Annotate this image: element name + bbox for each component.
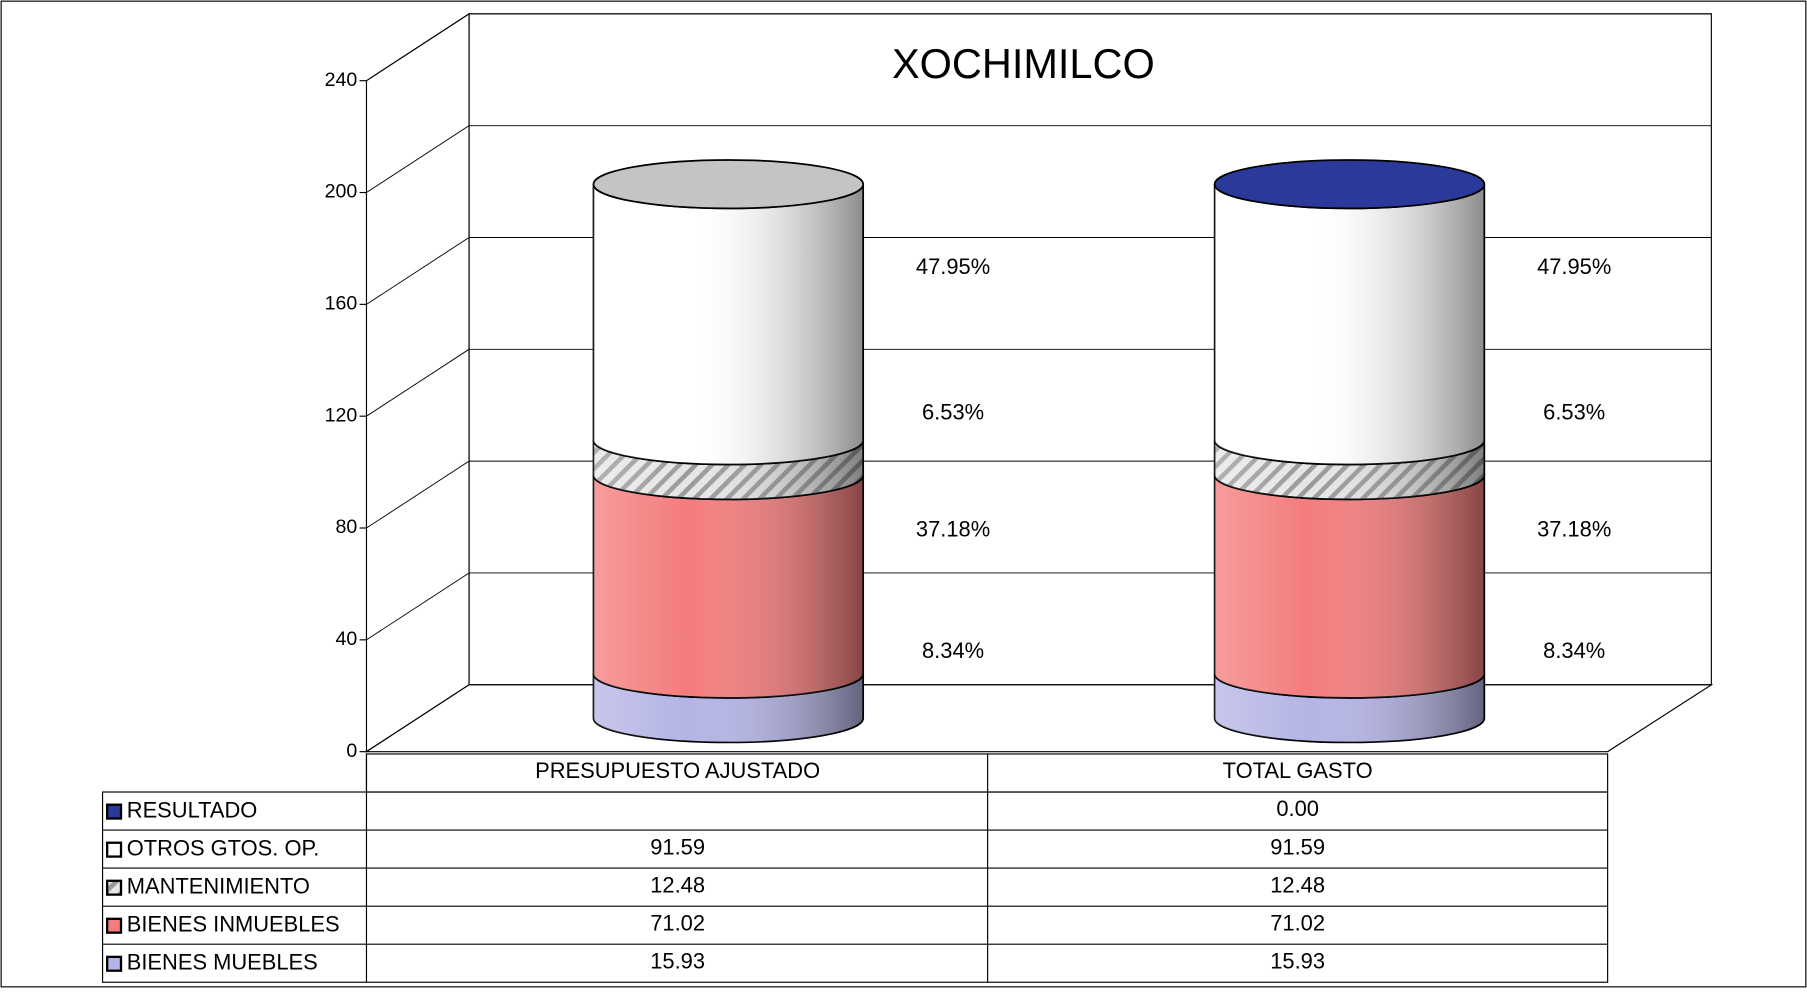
y-tick-label: 200 bbox=[325, 181, 358, 203]
legend-swatch bbox=[106, 917, 123, 934]
legend-swatch bbox=[106, 879, 123, 896]
grid-line bbox=[366, 348, 470, 417]
shade bbox=[1214, 184, 1485, 465]
y-tick-label: 120 bbox=[325, 404, 358, 426]
y-tick-label: 160 bbox=[325, 293, 358, 315]
grid-line bbox=[366, 13, 470, 82]
legend-swatch bbox=[106, 955, 123, 972]
legend-swatch bbox=[106, 841, 123, 858]
y-tick-label: 0 bbox=[346, 740, 357, 762]
table-value: 15.93 bbox=[1270, 948, 1325, 973]
legend-swatch bbox=[106, 803, 123, 820]
legend-label: OTROS GTOS. OP. bbox=[127, 835, 320, 860]
y-tick-label: 40 bbox=[335, 628, 357, 650]
legend-label: MANTENIMIENTO bbox=[127, 873, 310, 898]
legend-label: BIENES INMUEBLES bbox=[127, 912, 340, 937]
x-tick-label: PRESUPUESTO AJUSTADO bbox=[535, 758, 820, 783]
grid-line bbox=[366, 460, 470, 529]
table-value: 71.02 bbox=[650, 910, 705, 935]
x-tick-label: TOTAL GASTO bbox=[1223, 758, 1373, 783]
table-value: 71.02 bbox=[1270, 910, 1325, 935]
grid-line bbox=[366, 125, 470, 193]
shade bbox=[1214, 440, 1485, 500]
legend-label: BIENES MUEBLES bbox=[127, 950, 318, 975]
grid-line bbox=[366, 237, 470, 305]
chart-title: XOCHIMILCO bbox=[892, 40, 1155, 87]
table-value: 91.59 bbox=[650, 834, 705, 859]
data-label: 6.53% bbox=[922, 400, 984, 425]
data-label: 37.18% bbox=[916, 516, 990, 541]
data-label: 6.53% bbox=[1543, 400, 1605, 425]
table bbox=[101, 753, 1609, 983]
table-value: 12.48 bbox=[650, 872, 705, 897]
data-label: 37.18% bbox=[1537, 516, 1611, 541]
legend-label: RESULTADO bbox=[127, 797, 258, 822]
table-body bbox=[101, 791, 1609, 983]
table-value: 15.93 bbox=[650, 948, 705, 973]
data-label: 47.95% bbox=[916, 254, 990, 279]
grid-line bbox=[366, 684, 470, 753]
y-tick-label: 240 bbox=[325, 69, 358, 91]
table-value: 0.00 bbox=[1276, 796, 1319, 821]
cylinder-top bbox=[592, 159, 865, 210]
shade bbox=[593, 475, 864, 698]
data-label: 47.95% bbox=[1537, 254, 1611, 279]
cylinder-cap bbox=[1213, 159, 1486, 210]
grid-line bbox=[366, 572, 470, 641]
shade bbox=[593, 673, 864, 743]
y-tick-label: 80 bbox=[335, 516, 357, 538]
shade bbox=[593, 184, 864, 465]
shade bbox=[1214, 475, 1485, 698]
floor bbox=[364, 684, 1714, 753]
data-label: 8.34% bbox=[922, 638, 984, 663]
data-label: 8.34% bbox=[1543, 638, 1605, 663]
shade bbox=[593, 440, 864, 500]
table-value: 12.48 bbox=[1270, 872, 1325, 897]
shade bbox=[1214, 673, 1485, 743]
table-value: 91.59 bbox=[1270, 834, 1325, 859]
